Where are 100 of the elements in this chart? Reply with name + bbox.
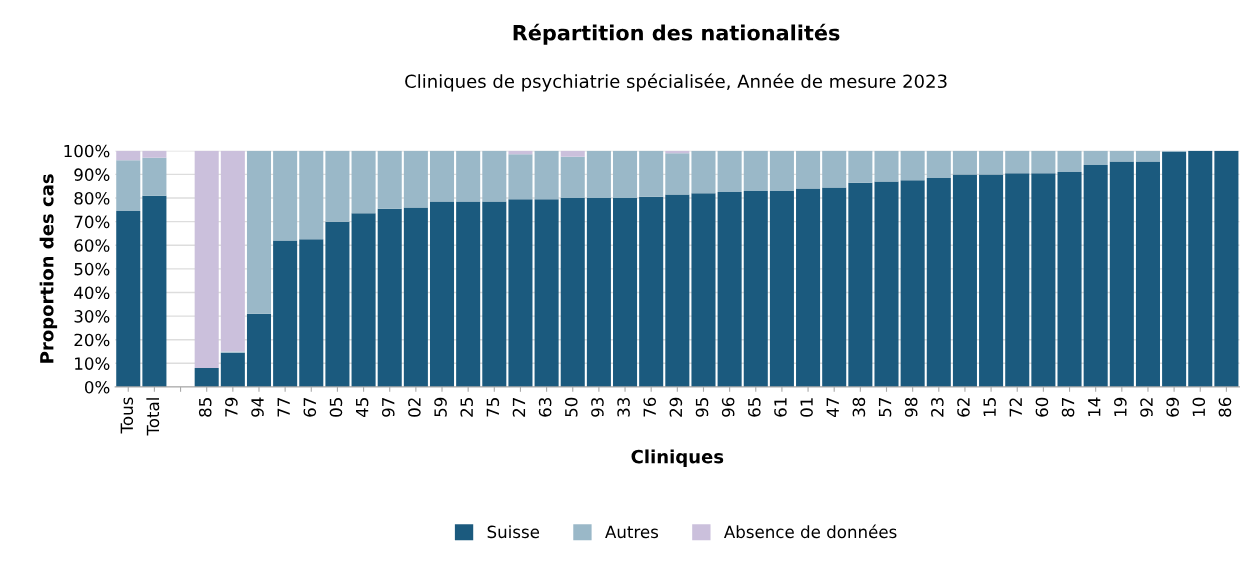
chart-subtitle: Cliniques de psychiatrie spécialisée, Année de mesure 2023	[405, 73, 947, 92]
bar	[900, 150, 925, 181]
y-tick-label: 50%	[74, 262, 110, 276]
bar	[142, 195, 167, 387]
bar	[403, 207, 428, 387]
x-tick-label: 01	[800, 398, 813, 417]
bar	[142, 157, 167, 196]
bar	[116, 160, 141, 211]
bar	[142, 150, 167, 158]
bar	[1005, 173, 1030, 387]
bar	[482, 201, 507, 387]
bar	[586, 150, 611, 199]
bar	[717, 150, 742, 193]
bar	[717, 192, 742, 387]
x-tick-label: 10	[1192, 397, 1206, 417]
bar	[926, 150, 951, 178]
x-tick-label: 75	[486, 398, 500, 417]
bar	[194, 368, 219, 387]
x-tick-label: 67	[303, 398, 317, 417]
bar	[613, 150, 638, 199]
bar	[769, 190, 794, 387]
bar	[534, 199, 559, 387]
y-tick-label: 40%	[74, 286, 110, 300]
bar	[456, 150, 481, 202]
x-tick-label: 96	[721, 397, 735, 417]
bar	[639, 196, 664, 387]
x-tick-label: 62	[957, 398, 970, 417]
chart-title: Répartition des nationalités	[513, 23, 840, 45]
bar	[508, 199, 533, 387]
bar	[325, 221, 350, 387]
x-tick-label: 63	[538, 397, 552, 417]
bar	[1031, 173, 1056, 387]
bar	[377, 208, 402, 387]
x-tick-label: Tous	[120, 397, 134, 434]
bar	[1031, 150, 1056, 174]
x-tick-label: 57	[878, 398, 892, 417]
bar	[1057, 150, 1082, 173]
bar	[299, 150, 324, 240]
bar	[952, 174, 977, 387]
x-tick-label: 25	[460, 398, 473, 417]
bar	[900, 180, 925, 387]
x-tick-label: 50	[564, 397, 578, 417]
x-tick-label: 77	[277, 398, 290, 417]
bar	[325, 150, 350, 222]
legend-label: Absence de données	[723, 524, 897, 539]
bar	[769, 150, 794, 191]
x-tick-label: 60	[1035, 397, 1049, 417]
x-tick-label: 87	[1061, 398, 1075, 417]
bar	[979, 174, 1004, 387]
x-tick-label: 19	[1114, 397, 1127, 417]
bar	[220, 352, 245, 387]
x-tick-label: 45	[356, 398, 369, 418]
x-tick-label: 27	[512, 398, 526, 417]
x-tick-label: 02	[408, 398, 421, 417]
x-tick-label: 94	[251, 397, 264, 417]
bar	[534, 150, 559, 200]
bar	[665, 194, 690, 387]
x-tick-label: 76	[643, 397, 657, 417]
bar	[560, 150, 585, 157]
bar	[822, 187, 847, 387]
x-tick-label: 61	[774, 398, 787, 417]
bar	[796, 150, 821, 189]
bar	[220, 150, 245, 352]
bar	[639, 150, 664, 197]
x-tick-label: 93	[591, 397, 604, 417]
bar	[456, 201, 481, 387]
y-tick-label: 60%	[74, 239, 110, 252]
x-tick-label: 23	[931, 397, 944, 417]
bar	[377, 150, 402, 209]
bar	[246, 313, 272, 387]
y-axis-title: Proportion des cas	[39, 174, 58, 363]
bar	[952, 150, 977, 175]
bar	[1214, 150, 1239, 387]
x-tick-label: 85	[198, 398, 212, 417]
bar	[273, 240, 298, 387]
x-tick-label: 92	[1140, 398, 1153, 417]
y-tick-label: 30%	[74, 310, 110, 323]
bar	[822, 150, 847, 188]
x-tick-label: 79	[225, 397, 238, 417]
bar	[1057, 172, 1082, 387]
bar	[351, 150, 376, 214]
y-tick-label: 10%	[75, 357, 110, 370]
x-tick-label: 72	[1009, 398, 1022, 417]
bar	[116, 211, 141, 387]
bar	[403, 150, 428, 208]
bar	[743, 150, 768, 191]
x-tick-label: 97	[381, 398, 395, 417]
bar	[1109, 150, 1134, 162]
bar	[1135, 161, 1160, 387]
x-tick-label: 65	[748, 398, 761, 417]
bar	[874, 150, 899, 182]
bar	[874, 181, 899, 387]
bar	[299, 239, 324, 387]
bar	[926, 177, 951, 387]
bar	[1188, 150, 1213, 387]
bar	[691, 193, 716, 387]
y-tick-label: 20%	[74, 333, 110, 347]
bar	[613, 198, 638, 387]
bar	[586, 198, 611, 387]
bar	[560, 198, 585, 387]
